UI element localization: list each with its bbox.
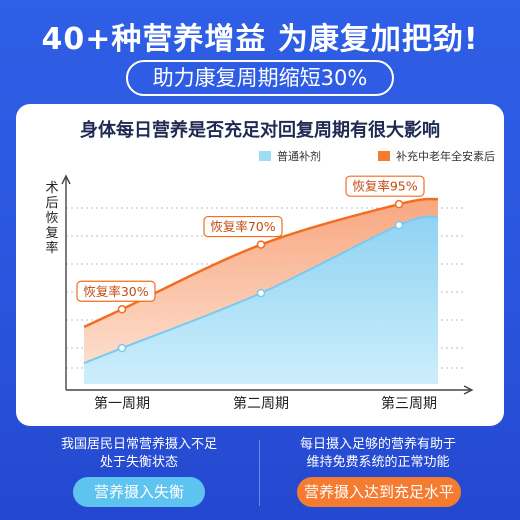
y-axis-label-char-3: 复 [45, 226, 58, 241]
x-tick-label-2: 第三周期 [381, 395, 437, 412]
legend-swatch-blue [259, 151, 271, 161]
bottom-right-text: 每日摄入足够的营养有助于 维持免费系统的正常功能 [263, 436, 493, 472]
bottom-right-line-2: 维持免费系统的正常功能 [306, 455, 450, 470]
point-label-box-1 [203, 215, 283, 238]
bottom-left-line-1: 我国居民日常营养摄入不足 [60, 437, 217, 452]
x-tick-label-1: 第二周期 [233, 395, 289, 412]
area-fill-0 [84, 216, 438, 384]
point-label-2: 恢复率95% [345, 175, 425, 197]
y-axis-label-char-0: 术 [45, 181, 58, 196]
point-label-text-2: 恢复率95% [352, 179, 417, 194]
point-label-box-2 [345, 175, 425, 197]
headline: 40+种营养增益 为康复加把劲! [41, 22, 479, 57]
bottom-left-text: 我国居民日常营养摄入不足 处于失衡状态 [24, 436, 254, 472]
y-axis-label-char-2: 恢 [45, 211, 58, 226]
data-point-1-1 [256, 240, 266, 249]
legend-swatch-orange [378, 151, 390, 161]
subheadline-pill: 助力康复周期缩短30% [126, 60, 394, 96]
x-tick-label-0: 第一周期 [94, 395, 150, 412]
bottom-left-line-2: 处于失衡状态 [99, 455, 178, 470]
chart-title: 身体每日营养是否充足对回复周期有很大影响 [80, 120, 440, 141]
data-point-0-0 [117, 343, 127, 353]
point-label-text-0: 恢复率30% [83, 284, 148, 299]
x-axis-arrow [463, 385, 474, 395]
point-label-text-1: 恢复率70% [210, 219, 275, 234]
legend-item-blue: 普通补剂 [259, 148, 321, 164]
legend-label-blue: 普通补剂 [277, 150, 321, 163]
y-axis-arrow [61, 174, 71, 185]
legend-item-orange: 补充中老年全安素后 [378, 148, 495, 164]
bottom-right-line-1: 每日摄入足够的营养有助于 [299, 437, 456, 452]
y-axis-label-char-4: 率 [45, 240, 58, 256]
nutrition-sufficient-pill: 营养摄入达到充足水平 [297, 477, 461, 507]
y-axis-label-char-1: 后 [45, 196, 58, 211]
point-label-box-0 [76, 280, 156, 302]
divider [259, 440, 260, 506]
data-point-0-2 [394, 220, 404, 230]
data-point-1-2 [394, 199, 404, 209]
chart-card: 身体每日营养是否充足对回复周期有很大影响 普通补剂 补充中老年全安素后 恢复率3… [16, 104, 504, 426]
data-point-0-1 [256, 288, 266, 298]
point-label-1: 恢复率70% [203, 215, 283, 238]
nutrition-imbalance-pill: 营养摄入失衡 [73, 477, 205, 507]
legend-label-orange: 补充中老年全安素后 [396, 150, 495, 163]
point-label-0: 恢复率30% [76, 280, 156, 302]
data-point-1-0 [117, 305, 127, 314]
